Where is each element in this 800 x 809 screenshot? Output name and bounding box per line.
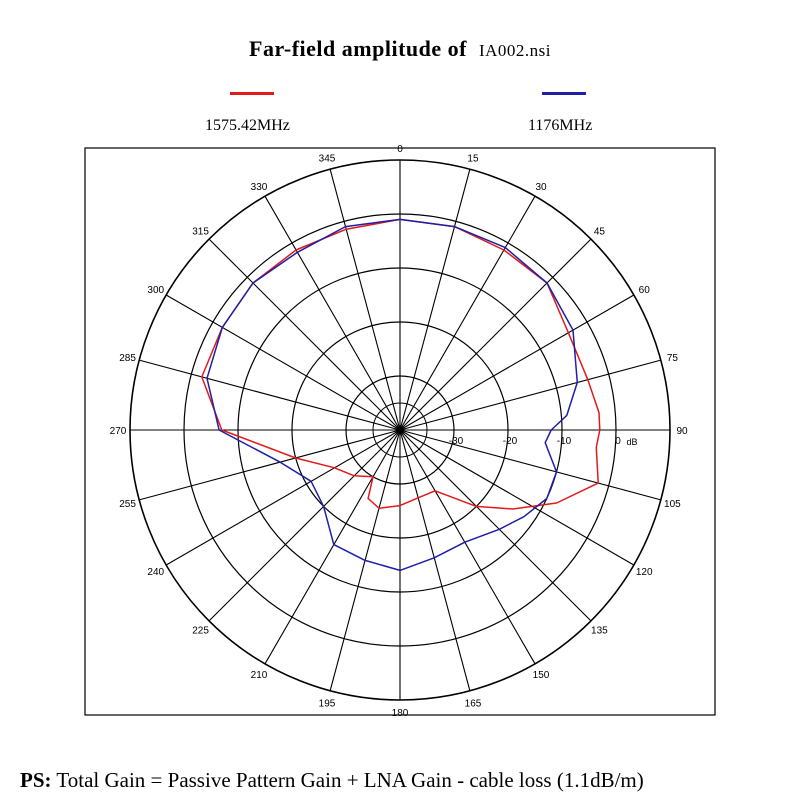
r-unit-label: dB bbox=[626, 437, 637, 447]
series-line-1 bbox=[206, 218, 579, 572]
angle-tick-label: 60 bbox=[639, 285, 651, 296]
chart-title-prefix: Far-field amplitude of bbox=[249, 36, 467, 61]
grid-spoke bbox=[399, 429, 471, 691]
grid-spoke bbox=[264, 429, 401, 665]
footnote: PS: Total Gain = Passive Pattern Gain + … bbox=[20, 768, 644, 793]
angle-tick-label: 105 bbox=[664, 499, 681, 510]
grid-spoke bbox=[399, 429, 635, 566]
angle-tick-label: 180 bbox=[392, 708, 409, 719]
center-point bbox=[397, 427, 403, 433]
series-line-0 bbox=[201, 218, 601, 510]
angle-tick-label: 225 bbox=[192, 625, 209, 636]
angle-tick-label: 15 bbox=[467, 154, 479, 165]
grid-spoke bbox=[139, 429, 401, 501]
angle-tick-label: 270 bbox=[110, 426, 127, 437]
grid-spoke bbox=[399, 294, 635, 431]
legend-label-1176: 1176MHz bbox=[528, 117, 593, 134]
angle-tick-label: 75 bbox=[667, 353, 679, 364]
angle-tick-label: 120 bbox=[636, 567, 653, 578]
grid-spoke bbox=[399, 195, 536, 431]
angle-tick-label: 135 bbox=[591, 625, 608, 636]
grid-spoke bbox=[399, 429, 592, 622]
grid-spoke bbox=[264, 195, 401, 431]
plot-frame bbox=[84, 147, 716, 716]
chart-title-file: IA002.nsi bbox=[478, 41, 551, 60]
r-tick-label: -10 bbox=[557, 436, 572, 447]
angle-tick-label: 45 bbox=[594, 227, 606, 238]
r-tick-label: -30 bbox=[449, 436, 464, 447]
grid-spoke bbox=[329, 169, 401, 431]
footnote-label: PS: bbox=[20, 768, 52, 792]
angle-tick-label: 30 bbox=[535, 182, 547, 193]
angle-tick-label: 240 bbox=[147, 567, 164, 578]
angle-tick-label: 90 bbox=[676, 426, 688, 437]
legend-line-1575 bbox=[230, 92, 274, 95]
grid-spoke bbox=[208, 429, 401, 622]
r-tick-label: -20 bbox=[503, 436, 518, 447]
legend-label-1575: 1575.42MHz bbox=[205, 117, 290, 134]
angle-tick-label: 195 bbox=[319, 698, 336, 709]
grid-spoke bbox=[208, 238, 401, 431]
angle-tick-label: 255 bbox=[119, 499, 136, 510]
angle-tick-label: 0 bbox=[397, 144, 403, 155]
angle-tick-label: 165 bbox=[465, 698, 482, 709]
angle-tick-label: 330 bbox=[251, 182, 268, 193]
chart-title: Far-field amplitude of IA002.nsi bbox=[0, 36, 800, 62]
grid-spoke bbox=[399, 359, 661, 431]
angle-tick-label: 315 bbox=[192, 227, 209, 238]
angle-tick-label: 345 bbox=[319, 154, 336, 165]
legend-line-1176 bbox=[542, 92, 586, 95]
grid-spoke bbox=[165, 429, 401, 566]
angle-tick-label: 285 bbox=[119, 353, 136, 364]
grid-spoke bbox=[399, 429, 536, 665]
r-tick-label: 0 bbox=[615, 436, 621, 447]
grid-spoke bbox=[139, 359, 401, 431]
grid-spoke bbox=[399, 238, 592, 431]
grid-spoke bbox=[399, 169, 471, 431]
angle-tick-label: 210 bbox=[251, 670, 268, 681]
footnote-text: Total Gain = Passive Pattern Gain + LNA … bbox=[51, 768, 644, 792]
grid-spoke bbox=[165, 294, 401, 431]
angle-tick-label: 150 bbox=[533, 670, 550, 681]
angle-tick-label: 300 bbox=[147, 285, 164, 296]
grid-spoke bbox=[399, 429, 661, 501]
